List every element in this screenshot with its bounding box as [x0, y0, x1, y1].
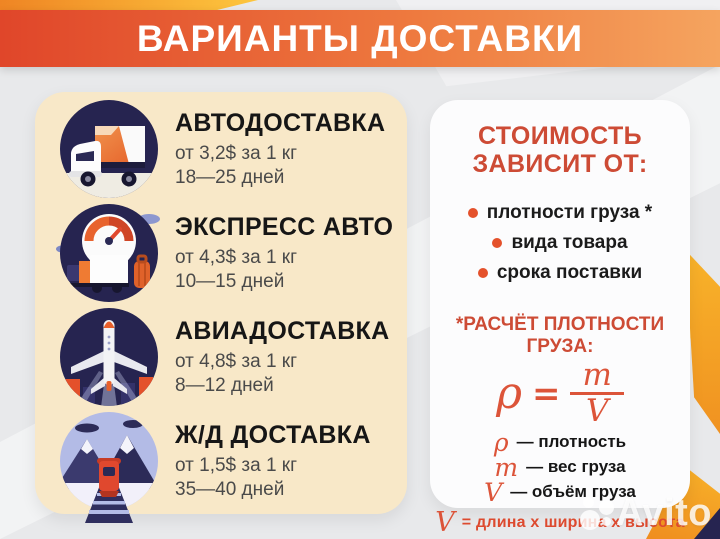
rho-symbol: ρ [496, 367, 522, 419]
item-days: 18—25 дней [175, 166, 285, 188]
equals-sign: = [531, 373, 561, 414]
legend-text: — объём груза [510, 482, 636, 502]
list-item: ρ — плотность [430, 430, 690, 455]
list-item: ЭКСПРЕСС АВТО от 4,3$ за 1 кг 10—15 дней [56, 201, 407, 305]
factor-label: вида товара [511, 232, 628, 253]
item-title: Ж/Д ДОСТАВКА [175, 421, 371, 450]
airplane-icon [60, 308, 158, 406]
cost-heading: СТОИМОСТЬ ЗАВИСИТ ОТ: [472, 122, 648, 178]
top-left-yellow-wedge [0, 0, 258, 12]
density-calc-heading: *РАСЧЁТ ПЛОТНОСТИ ГРУЗА: [455, 314, 665, 357]
item-price: от 3,2$ за 1 кг [175, 143, 298, 165]
avito-watermark: Avito [579, 492, 712, 535]
fraction-denominator: V [585, 393, 609, 430]
list-item: плотности груза * [430, 198, 690, 228]
fraction-numerator: m [570, 359, 624, 396]
item-price: от 4,8$ за 1 кг [175, 351, 298, 373]
express-truck-icon [56, 204, 160, 302]
item-price: от 4,3$ за 1 кг [175, 247, 298, 269]
item-text: АВИАДОСТАВКА от 4,8$ за 1 кг 8—12 дней [175, 317, 389, 396]
list-item: V — объём груза [430, 480, 690, 505]
fraction: m V [570, 359, 624, 430]
bullet-dot-icon [492, 238, 503, 248]
item-days: 10—15 дней [175, 270, 285, 292]
legend-symbol: m [494, 452, 519, 482]
list-item: срока поставки [430, 258, 690, 288]
item-days: 35—40 дней [175, 478, 285, 500]
train-icon [60, 412, 158, 523]
page-title: ВАРИАНТЫ ДОСТАВКИ [136, 17, 584, 59]
delivery-options-card: АВТОДОСТАВКА от 3,2$ за 1 кг 18—25 дней [35, 92, 407, 523]
avito-logo-icon [579, 496, 616, 532]
cost-factors-list: плотности груза * вида товара срока пост… [430, 198, 690, 288]
item-days: 8—12 дней [175, 374, 274, 396]
list-item: m — вес груза [430, 455, 690, 480]
list-item: АВИАДОСТАВКА от 4,8$ за 1 кг 8—12 дней [59, 305, 407, 409]
header-banner: ВАРИАНТЫ ДОСТАВКИ [0, 10, 720, 67]
watermark-text: Avito [615, 492, 712, 534]
truck-icon [60, 100, 158, 198]
list-item: Ж/Д ДОСТАВКА от 1,5$ за 1 кг 35—40 дней [59, 409, 407, 523]
item-title: АВИАДОСТАВКА [175, 317, 390, 346]
item-title: ЭКСПРЕСС АВТО [175, 213, 394, 242]
volume-formula: V = длина x ширина x высота [430, 509, 690, 537]
legend-text: — вес груза [526, 457, 626, 477]
volume-text: = длина x ширина x высота [461, 513, 685, 531]
legend-text: — плотность [516, 432, 627, 452]
bullet-dot-icon [477, 268, 488, 278]
legend-symbol: ρ [493, 427, 509, 457]
item-price: от 1,5$ за 1 кг [175, 455, 298, 477]
cost-info-card: СТОИМОСТЬ ЗАВИСИТ ОТ: плотности груза * … [430, 100, 690, 536]
item-text: ЭКСПРЕСС АВТО от 4,3$ за 1 кг 10—15 дней [175, 213, 393, 292]
legend-symbol: V [484, 477, 503, 507]
list-item: вида товара [430, 228, 690, 258]
item-text: АВТОДОСТАВКА от 3,2$ за 1 кг 18—25 дней [175, 109, 385, 188]
factor-label: срока поставки [496, 262, 643, 283]
item-text: Ж/Д ДОСТАВКА от 1,5$ за 1 кг 35—40 дней [175, 421, 371, 500]
factor-label: плотности груза * [486, 202, 653, 223]
formula-legend: ρ — плотность m — вес груза V — объём гр… [430, 430, 690, 505]
item-title: АВТОДОСТАВКА [175, 109, 386, 138]
density-formula: ρ = m V [430, 359, 690, 430]
bullet-dot-icon [467, 208, 478, 218]
list-item: АВТОДОСТАВКА от 3,2$ за 1 кг 18—25 дней [59, 97, 407, 201]
volume-symbol: V [435, 507, 455, 539]
